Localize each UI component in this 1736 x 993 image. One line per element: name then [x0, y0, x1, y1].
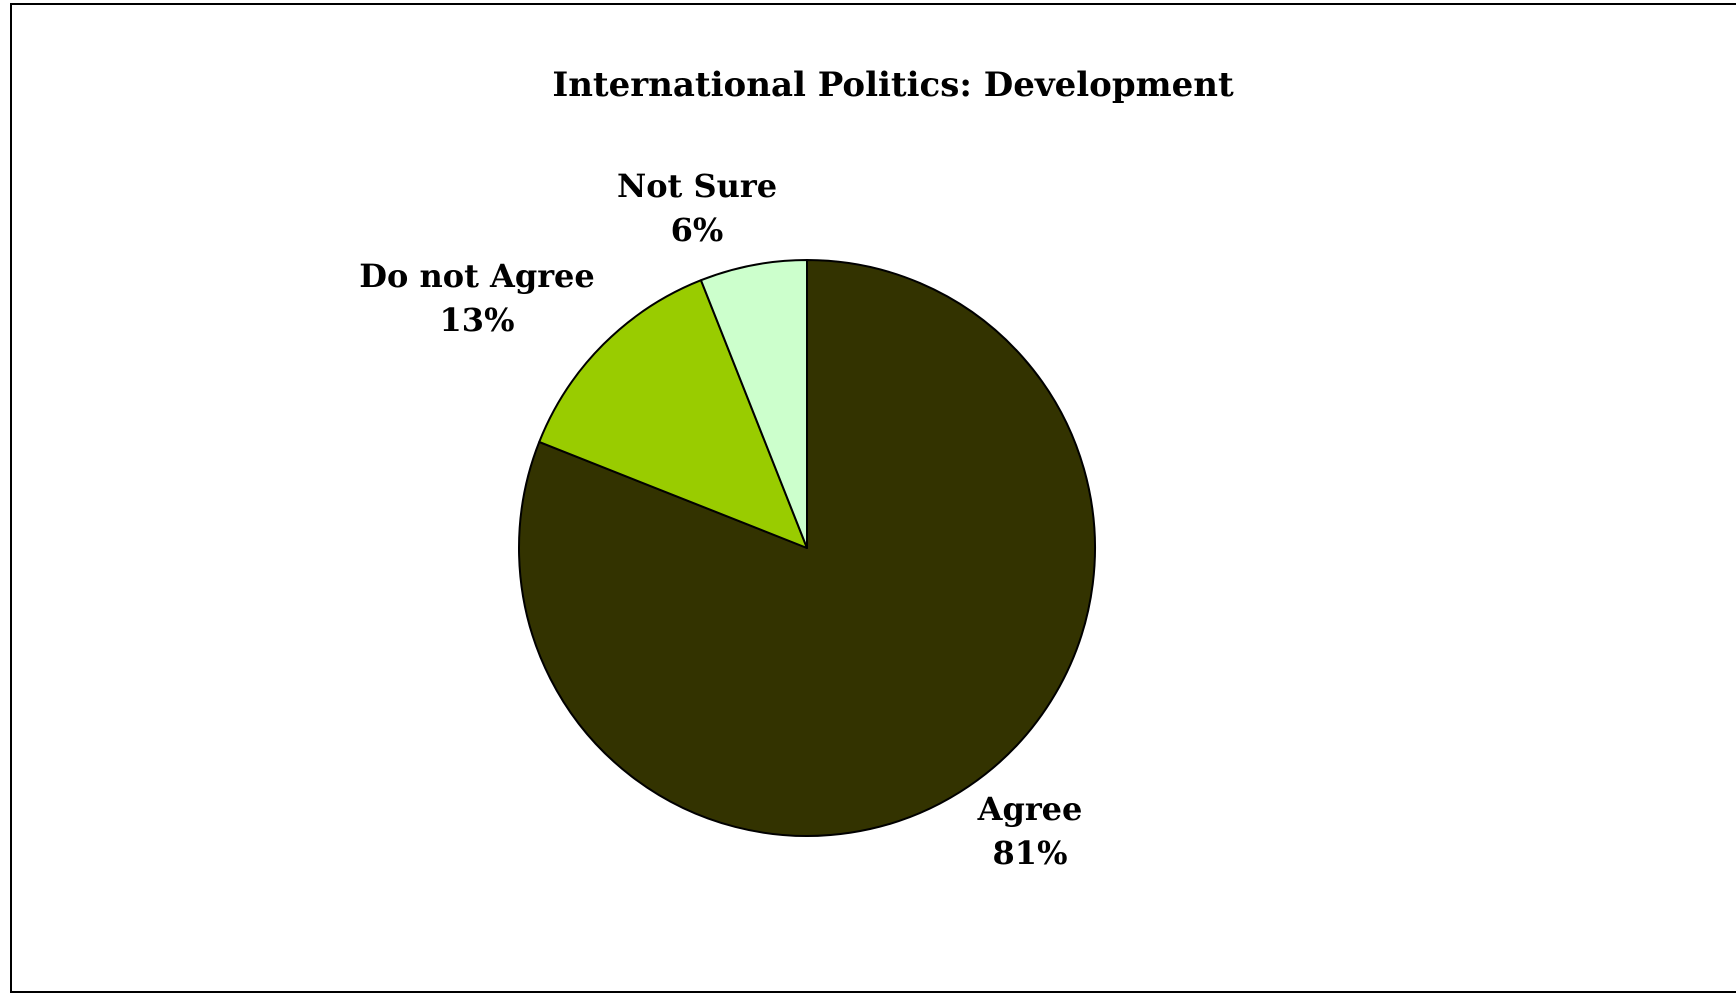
slice-label-do-not-agree: Do not Agree 13% [359, 257, 595, 339]
slice-value-label: 6% [671, 211, 724, 249]
pie-slices [518, 259, 1096, 837]
slice-category-label: Agree [977, 790, 1083, 828]
slice-label-not-sure: Not Sure 6% [617, 167, 777, 249]
pie-slice-do-not-agree [538, 279, 808, 549]
slice-value-label: 13% [440, 301, 515, 339]
chart-title: International Politics: Development [552, 65, 1234, 105]
slice-labels: Agree 81% Do not Agree 13% Not Sure 6% [359, 167, 1082, 872]
slice-category-label: Do not Agree [359, 257, 595, 295]
slice-category-label: Not Sure [617, 167, 777, 205]
slice-value-label: 81% [993, 834, 1068, 872]
slice-label-agree: Agree 81% [977, 790, 1083, 872]
pie-slice-not-sure [699, 259, 808, 549]
